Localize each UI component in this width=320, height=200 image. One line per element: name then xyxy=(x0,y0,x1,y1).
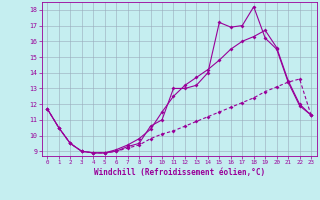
X-axis label: Windchill (Refroidissement éolien,°C): Windchill (Refroidissement éolien,°C) xyxy=(94,168,265,177)
